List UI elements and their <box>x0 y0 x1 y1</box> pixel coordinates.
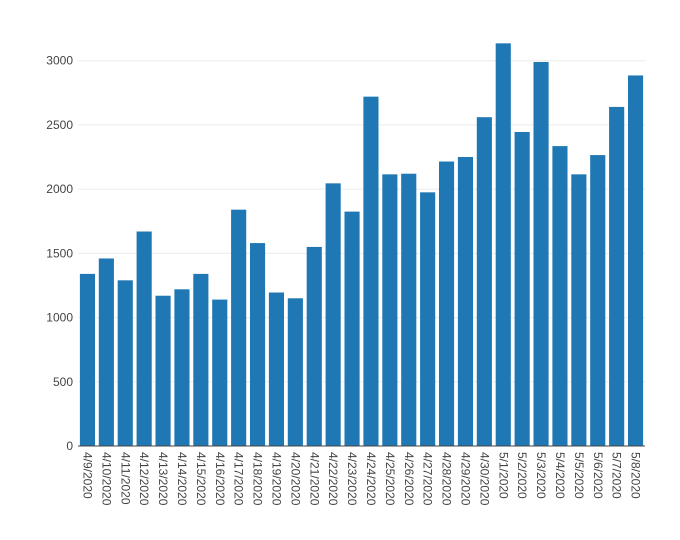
x-tick-label: 4/18/2020 <box>251 452 265 506</box>
x-tick-label: 4/17/2020 <box>232 452 246 506</box>
bar <box>609 106 625 447</box>
bar <box>136 231 152 446</box>
bar <box>627 75 644 446</box>
bar <box>212 299 228 446</box>
x-tick-label: 4/26/2020 <box>402 452 416 506</box>
x-tick-label: 5/5/2020 <box>572 452 586 499</box>
bars <box>79 43 644 447</box>
y-tick-label: 3000 <box>46 54 73 68</box>
bar <box>533 61 549 447</box>
x-tick-label: 4/24/2020 <box>364 452 378 506</box>
x-tick-label: 4/30/2020 <box>477 452 491 506</box>
x-tick-label: 4/27/2020 <box>421 452 435 506</box>
bar <box>363 96 379 447</box>
x-tick-label: 5/8/2020 <box>629 452 643 499</box>
x-tick-label: 4/14/2020 <box>175 452 189 506</box>
bar <box>306 246 322 446</box>
x-tick-label: 4/9/2020 <box>80 452 94 499</box>
x-tick-label: 5/7/2020 <box>610 452 624 499</box>
bar <box>552 146 568 446</box>
x-tick-label: 4/13/2020 <box>156 452 170 506</box>
x-tick-label: 5/6/2020 <box>591 452 605 499</box>
bar <box>401 173 417 446</box>
bar <box>231 209 247 446</box>
x-tick-label: 4/12/2020 <box>137 452 151 506</box>
x-tick-label: 4/20/2020 <box>288 452 302 506</box>
bar <box>344 211 360 446</box>
bar <box>457 157 474 446</box>
bar <box>174 289 190 446</box>
bar <box>325 183 341 446</box>
x-tick-label: 5/1/2020 <box>496 452 510 499</box>
x-tick-label: 4/19/2020 <box>269 452 283 506</box>
x-tick-label: 5/4/2020 <box>553 452 567 499</box>
bar <box>117 280 133 446</box>
y-tick-label: 0 <box>66 439 73 453</box>
bar <box>268 292 285 446</box>
bar <box>79 273 96 446</box>
bar <box>382 174 398 447</box>
bar <box>476 117 492 446</box>
y-gridlines <box>78 60 645 383</box>
bar <box>98 258 114 446</box>
bar <box>420 192 436 446</box>
bar <box>155 295 171 446</box>
x-tick-label: 4/16/2020 <box>213 452 227 506</box>
x-tick-label: 5/3/2020 <box>534 452 548 499</box>
bar <box>514 131 530 446</box>
x-tick-label: 4/23/2020 <box>345 452 359 506</box>
x-tick-label: 4/21/2020 <box>307 452 321 506</box>
x-tick-label: 4/28/2020 <box>440 452 454 506</box>
x-axis: 4/9/2020 4/10/2020 4/11/2020 4/12/2020 4/13/… <box>78 445 645 506</box>
x-tick-label: 4/10/2020 <box>99 452 113 506</box>
bar <box>571 174 587 447</box>
x-tick-label: 4/22/2020 <box>326 452 340 506</box>
y-tick-label: 2000 <box>46 182 73 196</box>
bar <box>438 161 455 447</box>
y-tick-label: 2500 <box>46 118 73 132</box>
bar <box>193 273 209 446</box>
bar <box>249 243 266 446</box>
bar <box>287 298 303 446</box>
x-tick-label: 4/11/2020 <box>118 452 132 505</box>
x-tick-label: 4/25/2020 <box>383 452 397 506</box>
y-tick-label: 500 <box>53 375 73 389</box>
y-tick-label: 1500 <box>46 246 73 260</box>
bar <box>495 43 511 446</box>
x-tick-label: 4/29/2020 <box>458 452 472 506</box>
y-axis: 0 500 1000 1500 2000 2500 3000 <box>46 54 73 453</box>
bar <box>590 155 606 447</box>
x-tick-label: 5/2/2020 <box>515 452 529 499</box>
x-tick-label: 4/15/2020 <box>194 452 208 506</box>
y-tick-label: 1000 <box>46 311 73 325</box>
